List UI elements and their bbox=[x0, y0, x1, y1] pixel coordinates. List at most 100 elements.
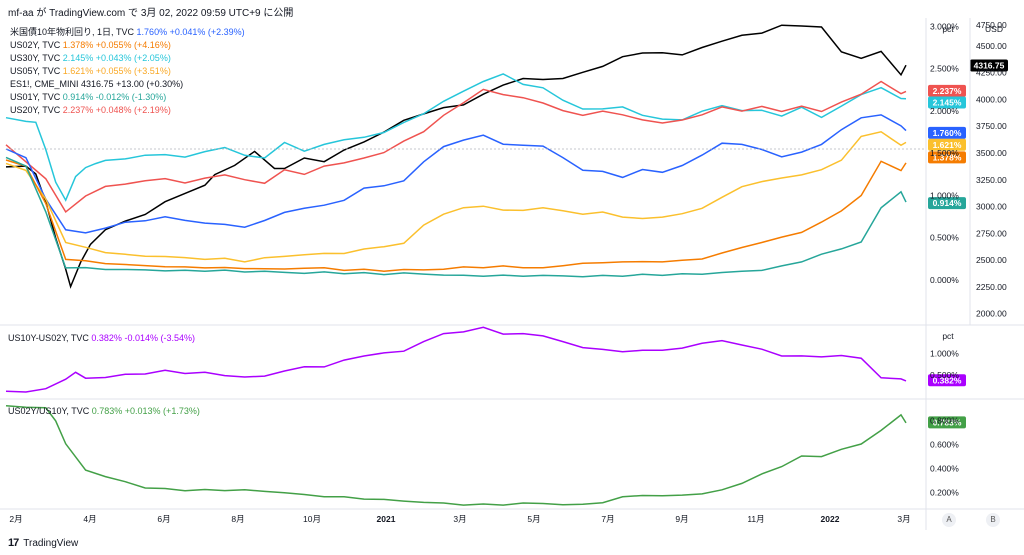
x-tick-label: 10月 bbox=[303, 514, 321, 524]
axis-tick-label: 0.200% bbox=[930, 488, 959, 498]
axis-tick-label: 4750.00 bbox=[976, 20, 1007, 30]
axis-tick-label: 2000.00 bbox=[976, 309, 1007, 319]
axis-tick-label: 2.000% bbox=[930, 106, 959, 116]
tradingview-logo-icon: 17 bbox=[8, 537, 19, 549]
main-legend: 米国債10年物利回り, 1日, TVC 1.760% +0.041% (+2.3… bbox=[10, 26, 245, 117]
last-value-label-bg bbox=[928, 96, 966, 109]
last-value-label: 1.760% bbox=[933, 128, 962, 138]
last-value-label: 2.145% bbox=[933, 98, 962, 108]
legend-row-us01y[interactable]: US01Y, TVC 0.914% -0.012% (-1.30%) bbox=[10, 92, 167, 102]
legend-change: +0.041% (+2.39%) bbox=[169, 27, 245, 37]
legend-value: 0.783% bbox=[91, 406, 123, 416]
x-tick-label: 2021 bbox=[377, 514, 396, 524]
axis-tick-label: 3.000% bbox=[930, 21, 959, 31]
last-value-label-bg bbox=[928, 197, 966, 210]
last-value-label: 4316.75 bbox=[974, 60, 1005, 70]
axis-tick-label: 3250.00 bbox=[976, 175, 1007, 185]
last-value-label-bg bbox=[970, 59, 1008, 72]
legend-change: -0.012% (-1.30%) bbox=[95, 92, 167, 102]
last-value-label-bg bbox=[928, 126, 966, 139]
x-tick-label: 2月 bbox=[9, 514, 22, 524]
legend-change: +0.048% (+2.19%) bbox=[95, 105, 171, 115]
last-value-label: 2.237% bbox=[933, 86, 962, 96]
axis-tick-label: 0.600% bbox=[930, 439, 959, 449]
axis-tick-label: 0.800% bbox=[930, 415, 959, 425]
axis-tick-label: 2.500% bbox=[930, 64, 959, 74]
legend-row-us30y[interactable]: US30Y, TVC 2.145% +0.043% (+2.05%) bbox=[10, 53, 171, 63]
last-value-label: 1.378% bbox=[933, 152, 962, 162]
brand-name: TradingView bbox=[23, 537, 79, 549]
last-value-label-bg bbox=[928, 416, 966, 429]
last-value-label: 1.621% bbox=[933, 140, 962, 150]
series-line[interactable] bbox=[5, 24, 907, 289]
footer-brand[interactable]: 17 TradingView bbox=[8, 537, 78, 549]
spread-pane[interactable]: 0.382% bbox=[5, 326, 966, 393]
series-line[interactable] bbox=[5, 80, 907, 214]
legend-value: 2.145% bbox=[62, 53, 94, 63]
axis-tick-label: pct bbox=[942, 24, 954, 34]
last-value-label: 0.783% bbox=[933, 417, 962, 427]
legend-row-us02y[interactable]: US02Y, TVC 1.378% +0.055% (+4.16%) bbox=[10, 40, 171, 50]
axis-tick-label: 0.400% bbox=[930, 463, 959, 473]
legend-value: 1.760% bbox=[136, 27, 168, 37]
log-scale-button[interactable]: B bbox=[986, 513, 1000, 527]
series-line[interactable] bbox=[5, 156, 907, 278]
x-tick-label: 2022 bbox=[821, 514, 840, 524]
axis-tick-label: USD bbox=[985, 24, 1003, 34]
last-value-label-bg bbox=[928, 374, 966, 387]
x-tick-label: 7月 bbox=[601, 514, 614, 524]
series-line[interactable] bbox=[5, 130, 907, 263]
last-value-label: 0.914% bbox=[933, 198, 962, 208]
legend-change: +0.055% (+4.16%) bbox=[95, 40, 171, 50]
legend-value: 4316.75 bbox=[81, 79, 114, 89]
legend-row-us05y[interactable]: US05Y, TVC 1.621% +0.055% (+3.51%) bbox=[10, 66, 171, 76]
x-tick-label: 3月 bbox=[897, 514, 910, 524]
series-line[interactable] bbox=[5, 159, 907, 272]
legend-value: 0.914% bbox=[62, 92, 94, 102]
x-tick-label: 6月 bbox=[157, 514, 170, 524]
axis-tick-label: 1.500% bbox=[930, 148, 959, 158]
last-value-label-bg bbox=[928, 84, 966, 97]
legend-row-us20y[interactable]: US20Y, TVC 2.237% +0.048% (+2.19%) bbox=[10, 105, 171, 115]
axis-tick-label: 2750.00 bbox=[976, 228, 1007, 238]
publish-header: mf-aa が TradingView.com で 3月 02, 2022 09… bbox=[8, 8, 294, 19]
series-line[interactable] bbox=[5, 326, 907, 393]
series-line[interactable] bbox=[5, 114, 907, 234]
legend-change: -0.014% (-3.54%) bbox=[124, 333, 195, 343]
legend-change: +13.00 (+0.30%) bbox=[116, 79, 184, 89]
x-tick-label: 8月 bbox=[231, 514, 244, 524]
axis-tick-label: 1.000% bbox=[930, 348, 959, 358]
spread-legend[interactable]: US10Y-US02Y, TVC 0.382% -0.014% (-3.54%) bbox=[8, 333, 195, 343]
axis-tick-label: 4250.00 bbox=[976, 68, 1007, 78]
legend-row-us10y[interactable]: 米国債10年物利回り, 1日, TVC 1.760% +0.041% (+2.3… bbox=[10, 27, 245, 37]
axis-tick-label: 4000.00 bbox=[976, 94, 1007, 104]
axis-tick-label: 4500.00 bbox=[976, 41, 1007, 51]
legend-value: 1.378% bbox=[62, 40, 94, 50]
legend-row-es1[interactable]: ES1!, CME_MINI 4316.75 +13.00 (+0.30%) bbox=[10, 79, 184, 89]
axis-tick-label: 3750.00 bbox=[976, 121, 1007, 131]
axis-tick-label: 1.000% bbox=[930, 190, 959, 200]
x-tick-label: 5月 bbox=[527, 514, 540, 524]
x-tick-label: 3月 bbox=[453, 514, 466, 524]
last-value-label-bg bbox=[928, 151, 966, 164]
main-pane[interactable]: 4316.75 2.237% 2.145% 1.760% 1.621% 1.378% 0.9… bbox=[5, 24, 1008, 289]
axis-tick-label: 2250.00 bbox=[976, 282, 1007, 292]
series-line[interactable] bbox=[5, 405, 907, 506]
auto-scale-button[interactable]: A bbox=[942, 513, 956, 527]
legend-value: 2.237% bbox=[62, 105, 94, 115]
series-line[interactable] bbox=[5, 73, 907, 202]
x-tick-label: 11月 bbox=[747, 514, 764, 524]
axis-tick-label: pct bbox=[942, 331, 954, 341]
last-value-label-bg bbox=[928, 138, 966, 151]
legend-value: 1.621% bbox=[62, 66, 94, 76]
x-tick-label: 9月 bbox=[675, 514, 688, 524]
axis-tick-label: 0.500% bbox=[930, 233, 959, 243]
axis-tick-label: 3000.00 bbox=[976, 202, 1007, 212]
ratio-pane[interactable]: 0.783% bbox=[5, 405, 966, 506]
legend-change: +0.055% (+3.51%) bbox=[95, 66, 171, 76]
last-value-label: 0.382% bbox=[933, 375, 962, 385]
ratio-legend[interactable]: US02Y/US10Y, TVC 0.783% +0.013% (+1.73%) bbox=[8, 406, 200, 416]
legend-change: +0.013% (+1.73%) bbox=[124, 406, 200, 416]
legend-change: +0.043% (+2.05%) bbox=[95, 53, 171, 63]
